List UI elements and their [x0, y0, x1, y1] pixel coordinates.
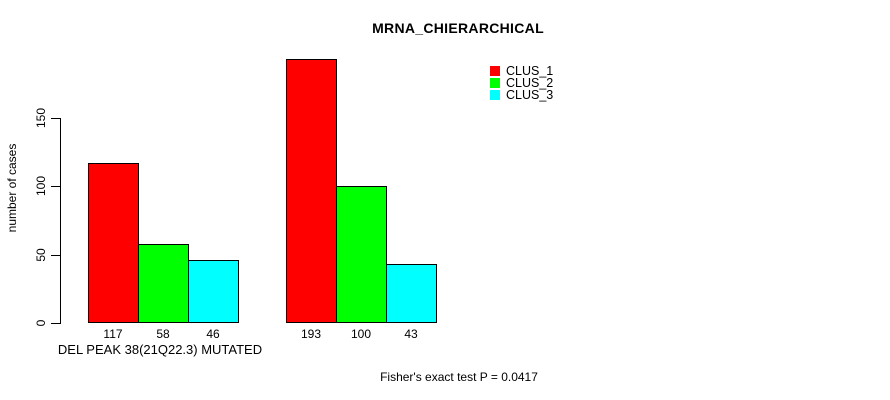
bar-clus_2-group-1 — [138, 244, 189, 323]
x-axis-label: DEL PEAK 38(21Q22.3) MUTATED — [57, 342, 263, 357]
bar-value-label: 43 — [404, 327, 418, 341]
y-tick-mark — [51, 323, 60, 324]
stat-test-footnote: Fisher's exact test P = 0.0417 — [380, 370, 538, 384]
bar-value-label: 100 — [350, 327, 372, 341]
legend: CLUS_1 CLUS_2 CLUS_3 — [490, 64, 554, 102]
y-axis-line — [60, 118, 61, 324]
y-tick-mark — [51, 255, 60, 256]
y-tick-mark — [51, 118, 60, 119]
legend-swatch — [490, 66, 500, 76]
legend-swatch — [490, 90, 500, 100]
y-tick-label: 150 — [34, 107, 48, 129]
bar-clus_3-group-1 — [188, 260, 239, 323]
legend-item-clus_1: CLUS_1 — [490, 64, 554, 78]
legend-label: CLUS_1 — [506, 64, 554, 78]
bar-value-label: 58 — [156, 327, 170, 341]
bar-value-label: 117 — [103, 327, 123, 341]
legend-label: CLUS_2 — [506, 76, 554, 90]
y-tick-label: 100 — [34, 175, 48, 197]
legend-label: CLUS_3 — [506, 88, 554, 102]
bar-clus_1-group-1 — [88, 163, 139, 323]
legend-swatch — [490, 78, 500, 88]
bar-clus_2-group-2 — [336, 186, 387, 323]
legend-item-clus_2: CLUS_2 — [490, 76, 554, 90]
bar-value-label: 46 — [206, 327, 220, 341]
legend-item-clus_3: CLUS_3 — [490, 88, 554, 102]
y-tick-label: 50 — [34, 248, 48, 262]
bar-clus_1-group-2 — [286, 59, 337, 323]
y-tick-label: 0 — [34, 319, 48, 327]
y-axis-title: number of cases — [5, 143, 19, 233]
chart-title: MRNA_CHIERARCHICAL — [372, 20, 544, 36]
bar-clus_3-group-2 — [386, 264, 437, 323]
bar-value-label: 193 — [300, 327, 322, 341]
y-tick-mark — [51, 186, 60, 187]
